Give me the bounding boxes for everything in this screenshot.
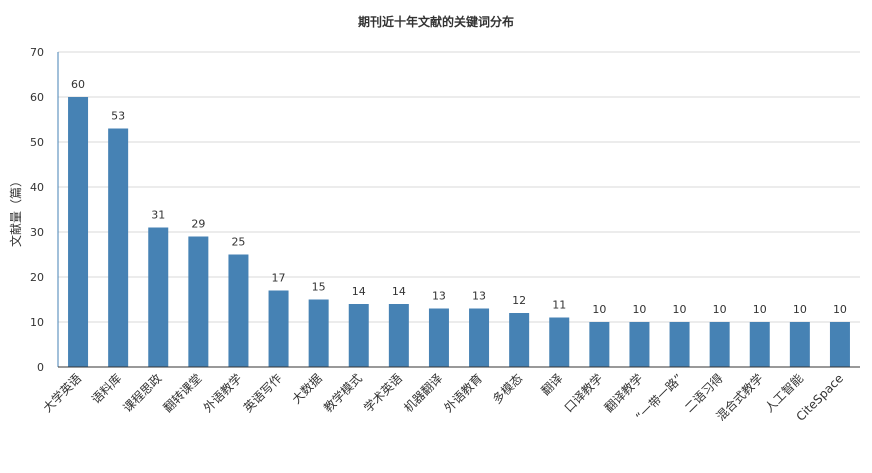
data-label: 10: [632, 303, 646, 316]
data-label: 29: [191, 218, 205, 231]
x-tick-label: 翻转课堂: [160, 371, 205, 416]
y-tick-label: 50: [30, 136, 44, 149]
x-tick-label: 外语教育: [441, 371, 486, 416]
x-tick-label: 翻译: [538, 371, 565, 398]
data-label: 14: [392, 285, 406, 298]
bar: [829, 322, 850, 367]
bar: [428, 308, 449, 367]
bar: [148, 227, 169, 367]
bar: [629, 322, 650, 367]
x-tick-label: 机器翻译: [401, 371, 445, 415]
x-tick-label: 多模态: [490, 371, 525, 406]
bar: [188, 236, 209, 367]
x-tick-label: 英语写作: [241, 371, 285, 415]
y-tick-label: 30: [30, 226, 44, 239]
bar: [108, 128, 129, 367]
y-tick-label: 70: [30, 46, 44, 59]
data-label: 53: [111, 110, 125, 123]
bar: [228, 254, 249, 367]
data-label: 10: [753, 303, 767, 316]
y-tick-label: 20: [30, 271, 44, 284]
y-axis-ticks: 0 10 20 30 40 50 60 70: [30, 46, 44, 374]
bar: [669, 322, 690, 367]
gridlines: [58, 51, 860, 323]
data-label: 15: [312, 281, 326, 294]
data-label: 10: [673, 303, 687, 316]
data-labels: 60 53 31 29 25 17 15 14 14 13 13 12 11 10 10 10 10 10 10 10: [71, 78, 847, 316]
x-tick-label: 大学英语: [40, 371, 85, 416]
data-label: 17: [272, 272, 286, 285]
data-label: 11: [552, 299, 566, 312]
data-label: 13: [432, 290, 446, 303]
y-tick-label: 0: [37, 361, 44, 374]
data-label: 10: [833, 303, 847, 316]
bar: [589, 322, 610, 367]
y-axis-label: 文献量（篇）: [8, 175, 23, 247]
data-label: 60: [71, 78, 85, 91]
data-label: 10: [793, 303, 807, 316]
bar: [68, 97, 89, 367]
bar: [388, 304, 409, 367]
x-tick-label: 语料库: [88, 371, 124, 407]
y-tick-label: 40: [30, 181, 44, 194]
bars: [68, 97, 850, 367]
data-label: 31: [151, 209, 165, 222]
x-tick-label: 外语教学: [200, 371, 245, 416]
x-tick-label: 学术英语: [360, 371, 405, 416]
bar: [469, 308, 490, 367]
chart-title: 期刊近十年文献的关键词分布: [358, 14, 514, 29]
y-tick-label: 60: [30, 91, 44, 104]
x-tick-label: 口译教学: [561, 371, 606, 416]
bar: [348, 304, 369, 367]
data-label: 25: [231, 236, 245, 249]
bar: [268, 290, 289, 367]
bar: [549, 317, 570, 367]
bar: [789, 322, 810, 367]
data-label: 13: [472, 290, 486, 303]
bar: [509, 313, 530, 367]
data-label: 10: [713, 303, 727, 316]
bar: [749, 322, 770, 367]
data-label: 14: [352, 285, 366, 298]
x-tick-label: 大数据: [289, 371, 325, 407]
bar: [709, 322, 730, 367]
bar: [308, 299, 329, 367]
data-label: 12: [512, 294, 526, 307]
x-tick-label: 教学模式: [320, 371, 365, 416]
y-tick-label: 10: [30, 316, 44, 329]
data-label: 10: [592, 303, 606, 316]
x-tick-label: 课程思政: [120, 371, 165, 416]
